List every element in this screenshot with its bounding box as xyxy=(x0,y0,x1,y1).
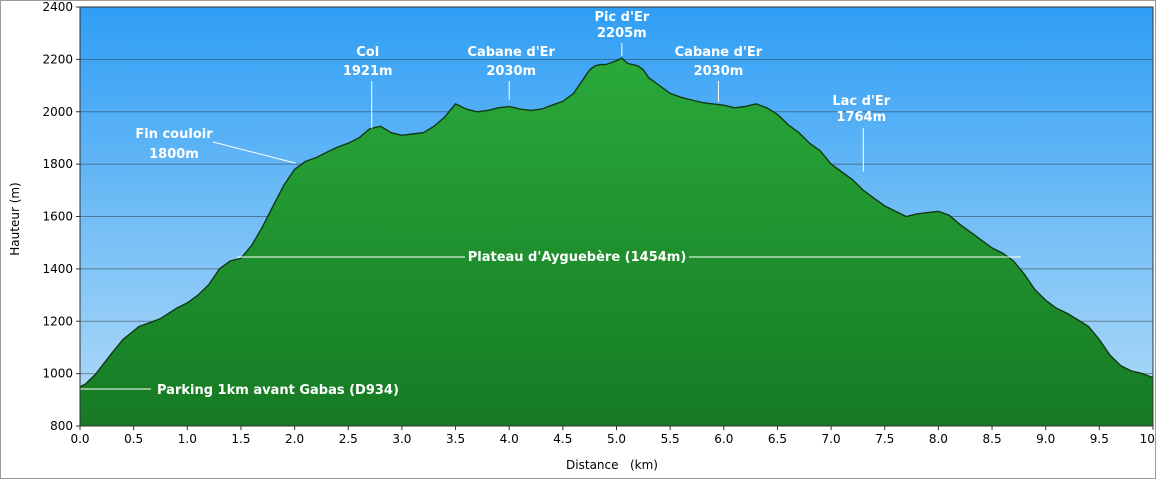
x-tick-label: 7.0 xyxy=(822,432,841,446)
x-tick-label: 3.0 xyxy=(392,432,411,446)
annotation-label: Fin couloir xyxy=(135,127,213,142)
x-tick-label: 6.0 xyxy=(714,432,733,446)
y-tick-label: 2200 xyxy=(42,52,73,66)
y-tick-label: 1800 xyxy=(42,157,73,171)
annotation-leaders xyxy=(80,43,1021,390)
y-axis-label: Hauteur (m) xyxy=(8,182,22,255)
annotation-label: Parking 1km avant Gabas (D934) xyxy=(157,383,399,398)
x-tick-label: 6.5 xyxy=(768,432,787,446)
x-tick-label: 1.0 xyxy=(178,432,197,446)
x-tick-label: 9.0 xyxy=(1036,432,1055,446)
x-tick-label: 4.5 xyxy=(553,432,572,446)
y-axis-ticks: 800 1000 1200 1400 1600 1800 2000 2200 2400 xyxy=(42,0,80,433)
annotation-label: 1800m xyxy=(149,147,199,162)
x-tick-label: 0.0 xyxy=(70,432,89,446)
annotation-label: 2030m xyxy=(694,64,744,79)
x-tick-label: 8.0 xyxy=(929,432,948,446)
annotation-label: Pic d'Er xyxy=(594,10,649,25)
x-tick-label: 10.0 xyxy=(1140,432,1155,446)
y-tick-label: 1600 xyxy=(42,210,73,224)
y-tick-label: 800 xyxy=(50,419,73,433)
annotation-label: 2030m xyxy=(486,64,536,79)
x-tick-label: 2.5 xyxy=(339,432,358,446)
x-tick-label: 8.5 xyxy=(983,432,1002,446)
annotation-label: 1764m xyxy=(836,110,886,125)
annotation-leader xyxy=(212,141,296,164)
y-tick-label: 2000 xyxy=(42,105,73,119)
y-tick-label: 1200 xyxy=(42,314,73,328)
x-tick-label: 4.0 xyxy=(500,432,519,446)
y-tick-label: 1400 xyxy=(42,262,73,276)
elevation-area xyxy=(80,58,1153,426)
annotation-label: Col xyxy=(356,45,379,60)
x-tick-label: 5.0 xyxy=(607,432,626,446)
annotation-label: Cabane d'Er xyxy=(467,45,555,60)
annotation-label: Cabane d'Er xyxy=(675,45,763,60)
y-tick-label: 1000 xyxy=(42,367,73,381)
x-tick-label: 3.5 xyxy=(446,432,465,446)
x-axis-ticks: 0.0 0.5 1.0 1.5 2.0 2.5 3.0 3.5 4.0 4.5 5.0 5.5 6.0 6… xyxy=(70,426,1156,446)
annotation-label: 2205m xyxy=(597,26,647,41)
x-tick-label: 1.5 xyxy=(231,432,250,446)
x-tick-label: 2.0 xyxy=(285,432,304,446)
x-tick-label: 9.5 xyxy=(1090,432,1109,446)
x-tick-label: 0.5 xyxy=(124,432,143,446)
x-tick-label: 5.5 xyxy=(661,432,680,446)
annotation-label: 1921m xyxy=(343,64,393,79)
x-tick-label: 7.5 xyxy=(875,432,894,446)
elevation-outline xyxy=(79,57,1154,388)
x-axis-label: Distance (km) xyxy=(566,458,658,472)
annotation-label: Plateau d'Ayguebère (1454m) xyxy=(468,250,687,265)
y-tick-label: 2400 xyxy=(42,1,73,14)
annotation-label: Lac d'Er xyxy=(832,94,890,109)
